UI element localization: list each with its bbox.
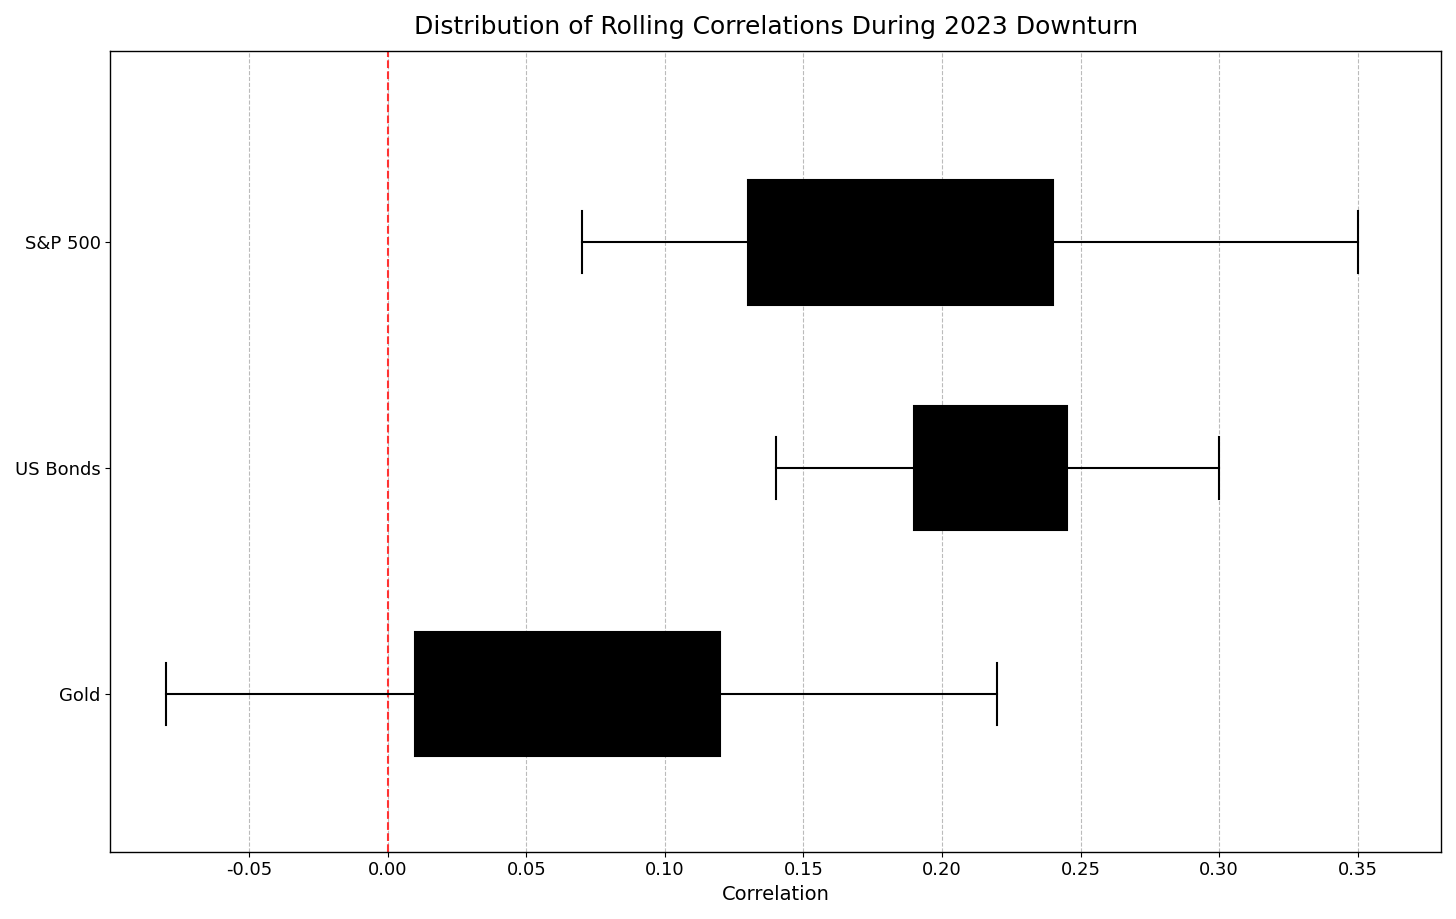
PathPatch shape <box>415 631 721 755</box>
PathPatch shape <box>914 406 1067 530</box>
Title: Distribution of Rolling Correlations During 2023 Downturn: Distribution of Rolling Correlations Dur… <box>414 15 1137 39</box>
PathPatch shape <box>748 180 1053 304</box>
X-axis label: Correlation: Correlation <box>722 885 830 904</box>
